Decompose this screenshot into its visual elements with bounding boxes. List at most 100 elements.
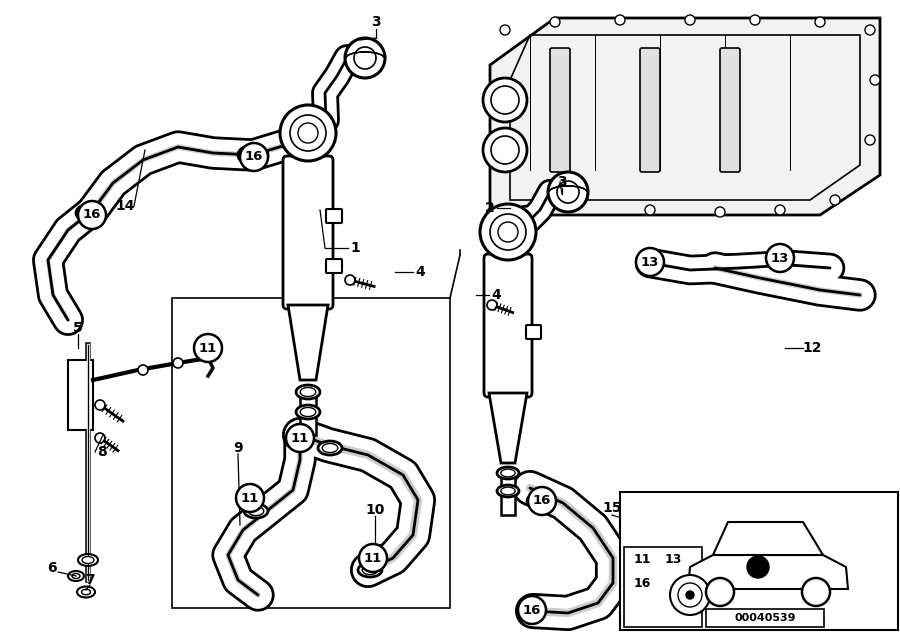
Circle shape — [615, 15, 625, 25]
Circle shape — [483, 78, 527, 122]
FancyBboxPatch shape — [283, 156, 333, 309]
Circle shape — [286, 424, 314, 452]
Circle shape — [194, 334, 222, 362]
Polygon shape — [688, 555, 848, 589]
FancyBboxPatch shape — [620, 492, 898, 630]
Ellipse shape — [243, 149, 263, 161]
FancyBboxPatch shape — [720, 48, 740, 172]
Circle shape — [636, 248, 664, 276]
Text: 11: 11 — [241, 491, 259, 504]
Circle shape — [236, 484, 264, 512]
Ellipse shape — [358, 563, 382, 577]
Text: 00040539: 00040539 — [734, 613, 796, 623]
Text: 9: 9 — [233, 441, 243, 455]
Ellipse shape — [238, 145, 268, 165]
FancyBboxPatch shape — [706, 609, 824, 627]
Circle shape — [555, 195, 565, 205]
Ellipse shape — [497, 485, 519, 497]
Circle shape — [715, 207, 725, 217]
Circle shape — [290, 115, 326, 151]
Ellipse shape — [301, 408, 316, 417]
Text: 13: 13 — [641, 255, 659, 269]
Text: 3: 3 — [371, 15, 381, 29]
Ellipse shape — [82, 589, 91, 595]
Text: 16: 16 — [634, 577, 652, 590]
Text: 7: 7 — [86, 573, 94, 587]
Circle shape — [815, 17, 825, 27]
Circle shape — [685, 15, 695, 25]
Circle shape — [830, 195, 840, 205]
Circle shape — [78, 201, 106, 229]
Ellipse shape — [322, 443, 338, 453]
Circle shape — [240, 143, 268, 171]
Circle shape — [528, 487, 556, 515]
Text: 11: 11 — [634, 553, 652, 566]
FancyBboxPatch shape — [326, 259, 342, 273]
FancyBboxPatch shape — [640, 48, 660, 172]
Text: 12: 12 — [802, 341, 822, 355]
Text: 15: 15 — [602, 501, 622, 515]
Circle shape — [345, 275, 355, 285]
Ellipse shape — [296, 405, 320, 419]
Text: 11: 11 — [199, 342, 217, 354]
Ellipse shape — [318, 441, 342, 455]
Circle shape — [138, 365, 148, 375]
Ellipse shape — [532, 496, 548, 506]
Text: 1: 1 — [350, 241, 360, 255]
Ellipse shape — [296, 385, 320, 399]
Ellipse shape — [362, 565, 378, 575]
FancyBboxPatch shape — [550, 48, 570, 172]
Ellipse shape — [68, 571, 84, 581]
Ellipse shape — [72, 573, 80, 578]
Ellipse shape — [517, 603, 543, 619]
Circle shape — [487, 95, 497, 105]
Text: 5: 5 — [73, 321, 83, 335]
Circle shape — [490, 214, 526, 250]
Ellipse shape — [244, 504, 268, 518]
Circle shape — [354, 47, 376, 69]
FancyBboxPatch shape — [624, 547, 702, 627]
Circle shape — [500, 25, 510, 35]
Circle shape — [557, 181, 579, 203]
Text: 13: 13 — [665, 553, 682, 566]
Polygon shape — [489, 393, 527, 463]
Text: 14: 14 — [115, 199, 135, 213]
Circle shape — [493, 155, 503, 165]
Text: 16: 16 — [83, 208, 101, 222]
Text: 13: 13 — [770, 251, 789, 265]
Text: 11: 11 — [364, 552, 382, 565]
Circle shape — [678, 583, 702, 607]
Ellipse shape — [81, 207, 99, 219]
Circle shape — [747, 556, 769, 578]
Circle shape — [480, 204, 536, 260]
FancyBboxPatch shape — [501, 473, 515, 515]
Polygon shape — [490, 18, 880, 215]
Text: 4: 4 — [415, 265, 425, 279]
Text: 4: 4 — [491, 288, 501, 302]
Circle shape — [359, 544, 387, 572]
Text: 8: 8 — [97, 445, 107, 459]
Circle shape — [750, 15, 760, 25]
Circle shape — [670, 575, 710, 615]
Polygon shape — [288, 305, 328, 380]
Circle shape — [870, 75, 880, 85]
Circle shape — [345, 38, 385, 78]
Circle shape — [173, 358, 183, 368]
Text: 16: 16 — [523, 603, 541, 617]
Polygon shape — [68, 360, 93, 430]
Circle shape — [280, 105, 336, 161]
Ellipse shape — [497, 467, 519, 479]
Circle shape — [865, 25, 875, 35]
Circle shape — [775, 205, 785, 215]
Circle shape — [298, 123, 318, 143]
Ellipse shape — [77, 587, 95, 598]
Text: 10: 10 — [365, 503, 384, 517]
Text: 3: 3 — [557, 175, 567, 189]
Text: 2: 2 — [485, 201, 495, 215]
Circle shape — [518, 596, 546, 624]
Circle shape — [865, 135, 875, 145]
Ellipse shape — [500, 487, 515, 495]
Circle shape — [95, 433, 105, 443]
Circle shape — [686, 591, 694, 599]
Ellipse shape — [527, 493, 553, 509]
